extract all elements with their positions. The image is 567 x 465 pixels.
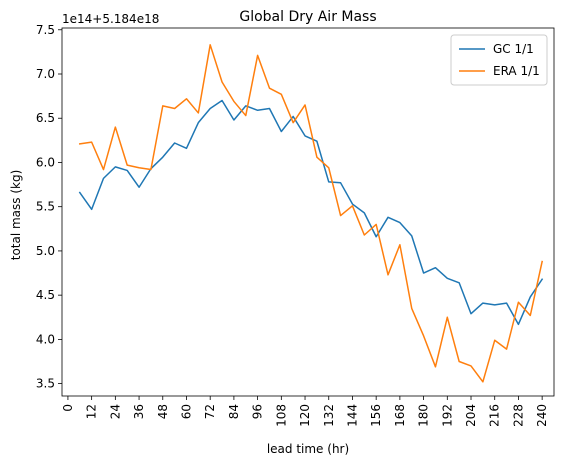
chart-title: Global Dry Air Mass [239, 9, 376, 25]
x-tick-label: 192 [440, 404, 454, 427]
x-tick-label: 144 [345, 404, 359, 427]
x-tick-label: 228 [511, 404, 525, 427]
x-tick-label: 60 [179, 404, 193, 419]
x-tick-label: 120 [298, 404, 312, 427]
y-tick-label: 5.0 [36, 244, 55, 258]
x-tick-label: 180 [417, 404, 431, 427]
plot-area [78, 44, 544, 383]
x-tick-label: 132 [322, 404, 336, 427]
axes: 0 12 24 36 48 60 72 84 96 108 120 132 144 156 168 180 19… [36, 23, 555, 427]
x-axis-label: lead time (hr) [267, 442, 349, 456]
x-tick-label: 216 [488, 404, 502, 427]
y-tick-label: 7.5 [36, 23, 55, 37]
x-tick-label: 0 [61, 404, 75, 412]
legend: GC 1/1 ERA 1/1 [450, 34, 548, 86]
series-line-2 [78, 44, 544, 383]
x-tick-label: 24 [108, 404, 122, 419]
y-tick-label: 7.0 [36, 67, 55, 81]
y-tick-label: 4.0 [36, 332, 55, 346]
x-tick-label: 168 [393, 404, 407, 427]
y-axis-label: total mass (kg) [9, 170, 23, 261]
x-tick-label: 36 [132, 404, 146, 419]
legend-label-2: ERA 1/1 [493, 64, 540, 78]
y-tick-label: 4.5 [36, 288, 55, 302]
x-tick-label: 240 [535, 404, 549, 427]
y-tick-label: 6.0 [36, 155, 55, 169]
x-tick-label: 108 [274, 404, 288, 427]
x-tick-label: 204 [464, 404, 478, 427]
x-tick-label: 48 [156, 404, 170, 419]
plot-frame [61, 27, 555, 397]
y-tick-label: 5.5 [36, 200, 55, 214]
x-tick-label: 12 [85, 404, 99, 419]
x-tick-label: 72 [203, 404, 217, 419]
legend-box [450, 34, 548, 86]
y-tick-label: 3.5 [36, 377, 55, 391]
y-axis-offset-label: 1e14+5.184e18 [62, 12, 159, 26]
x-tick-label: 156 [369, 404, 383, 427]
series-line-1 [78, 99, 544, 326]
legend-label-1: GC 1/1 [493, 42, 534, 56]
y-tick-label: 6.5 [36, 111, 55, 125]
x-tick-label: 96 [251, 404, 265, 419]
x-tick-label: 84 [227, 404, 241, 419]
